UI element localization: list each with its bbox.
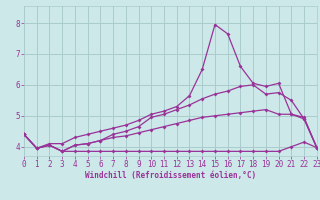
X-axis label: Windchill (Refroidissement éolien,°C): Windchill (Refroidissement éolien,°C) bbox=[85, 171, 256, 180]
